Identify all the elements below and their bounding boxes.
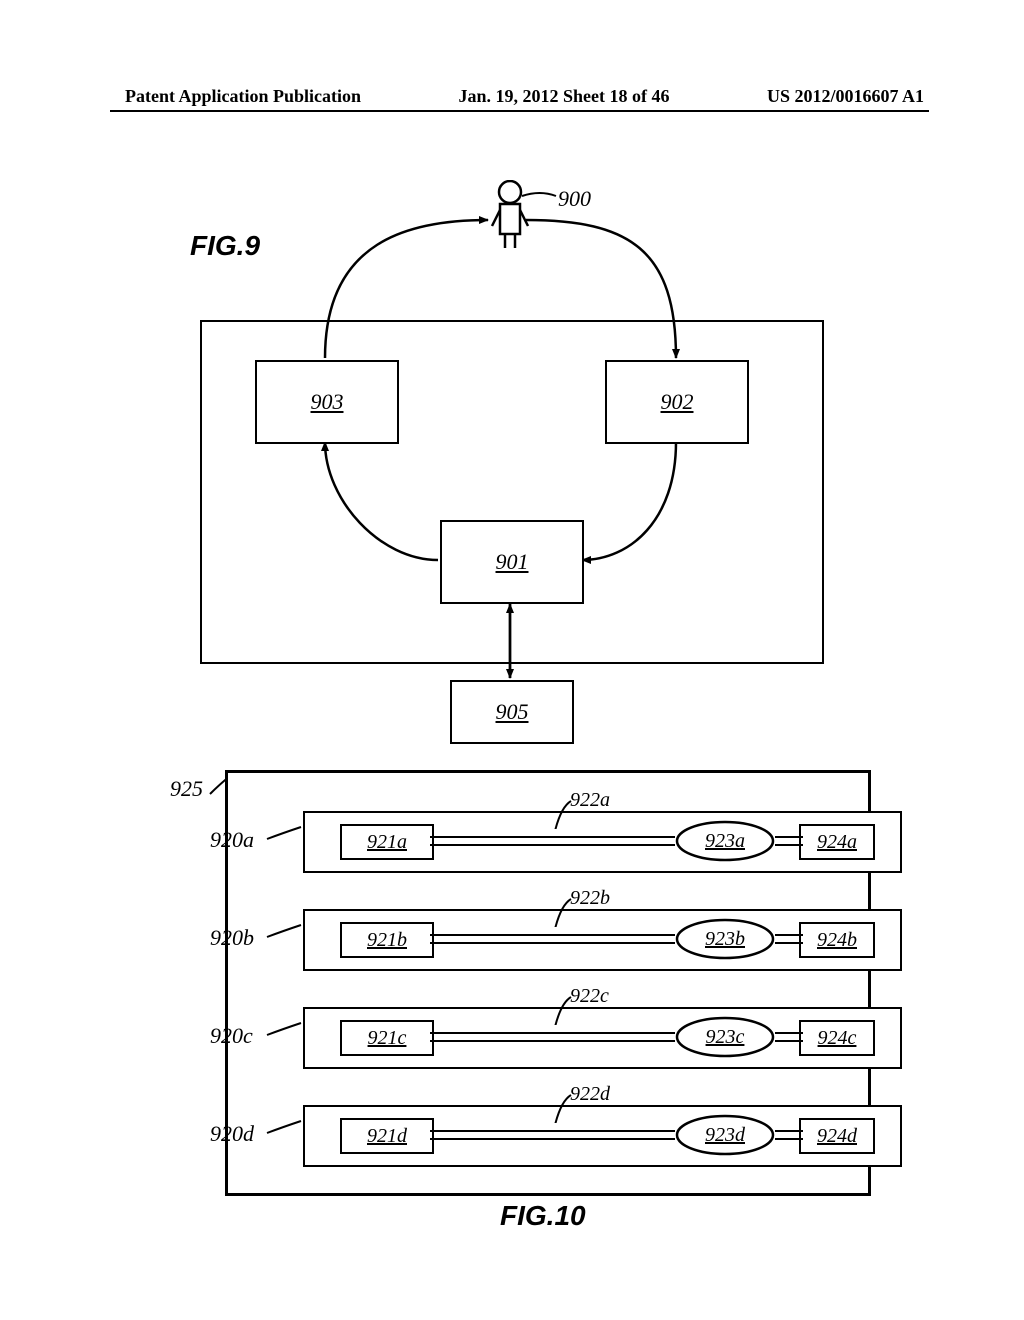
ellipse-923b: 923b [675, 918, 775, 960]
label-905: 905 [496, 699, 529, 725]
track-922a [430, 833, 675, 853]
person-icon [492, 181, 528, 248]
leader-920d [265, 1119, 305, 1149]
label-921d: 921d [367, 1125, 407, 1148]
box-905: 905 [450, 680, 574, 744]
label-921c: 921c [368, 1027, 407, 1050]
box-921c: 921c [340, 1020, 434, 1056]
box-903: 903 [255, 360, 399, 444]
track-922d [430, 1127, 675, 1147]
leader-922d [553, 1093, 583, 1123]
box-901: 901 [440, 520, 584, 604]
box-924c: 924c [799, 1020, 875, 1056]
header-right: US 2012/0016607 A1 [767, 86, 924, 107]
label-921b: 921b [367, 929, 407, 952]
ellipse-923d: 923d [675, 1114, 775, 1156]
row-920d: 920d921d922d923d924d [303, 1105, 902, 1167]
label-923a: 923a [675, 820, 775, 862]
row-920b: 920b921b922b923b924b [303, 909, 902, 971]
label-924b: 924b [817, 929, 857, 952]
label-920d: 920d [210, 1121, 254, 1147]
leader-920c [265, 1021, 305, 1051]
figure-9: FIG.9 [160, 180, 860, 740]
label-901: 901 [496, 549, 529, 575]
label-923c: 923c [675, 1016, 775, 1058]
label-920b: 920b [210, 925, 254, 951]
header-left: Patent Application Publication [125, 86, 361, 107]
box-921b: 921b [340, 922, 434, 958]
label-900: 900 [558, 186, 591, 212]
header-rule [110, 110, 929, 112]
leader-922b [553, 897, 583, 927]
row-920a: 920a921a922a923a924a [303, 811, 902, 873]
figure-10: 925 920a921a922a923a924a920b921b922b923b… [170, 770, 890, 1250]
header-center: Jan. 19, 2012 Sheet 18 of 46 [459, 86, 670, 107]
leader-922c [553, 995, 583, 1025]
page-header: Patent Application Publication Jan. 19, … [125, 86, 924, 107]
box-924b: 924b [799, 922, 875, 958]
ellipse-923a: 923a [675, 820, 775, 862]
track-922b [430, 931, 675, 951]
label-923d: 923d [675, 1114, 775, 1156]
label-923b: 923b [675, 918, 775, 960]
leader-920a [265, 825, 305, 855]
box-921d: 921d [340, 1118, 434, 1154]
leader-922a [553, 799, 583, 829]
label-920a: 920a [210, 827, 254, 853]
label-924a: 924a [817, 831, 857, 854]
ellipse-923c: 923c [675, 1016, 775, 1058]
box-921a: 921a [340, 824, 434, 860]
label-902: 902 [661, 389, 694, 415]
label-924c: 924c [818, 1027, 857, 1050]
box-924a: 924a [799, 824, 875, 860]
fig10-outer-box: 920a921a922a923a924a920b921b922b923b924b… [225, 770, 871, 1196]
fig10-title: FIG.10 [500, 1200, 586, 1232]
label-903: 903 [311, 389, 344, 415]
label-924d: 924d [817, 1125, 857, 1148]
label-921a: 921a [367, 831, 407, 854]
box-902: 902 [605, 360, 749, 444]
track-922c [430, 1029, 675, 1049]
box-924d: 924d [799, 1118, 875, 1154]
leader-920b [265, 923, 305, 953]
row-920c: 920c921c922c923c924c [303, 1007, 902, 1069]
label-920c: 920c [210, 1023, 253, 1049]
patent-page: Patent Application Publication Jan. 19, … [0, 0, 1024, 1320]
